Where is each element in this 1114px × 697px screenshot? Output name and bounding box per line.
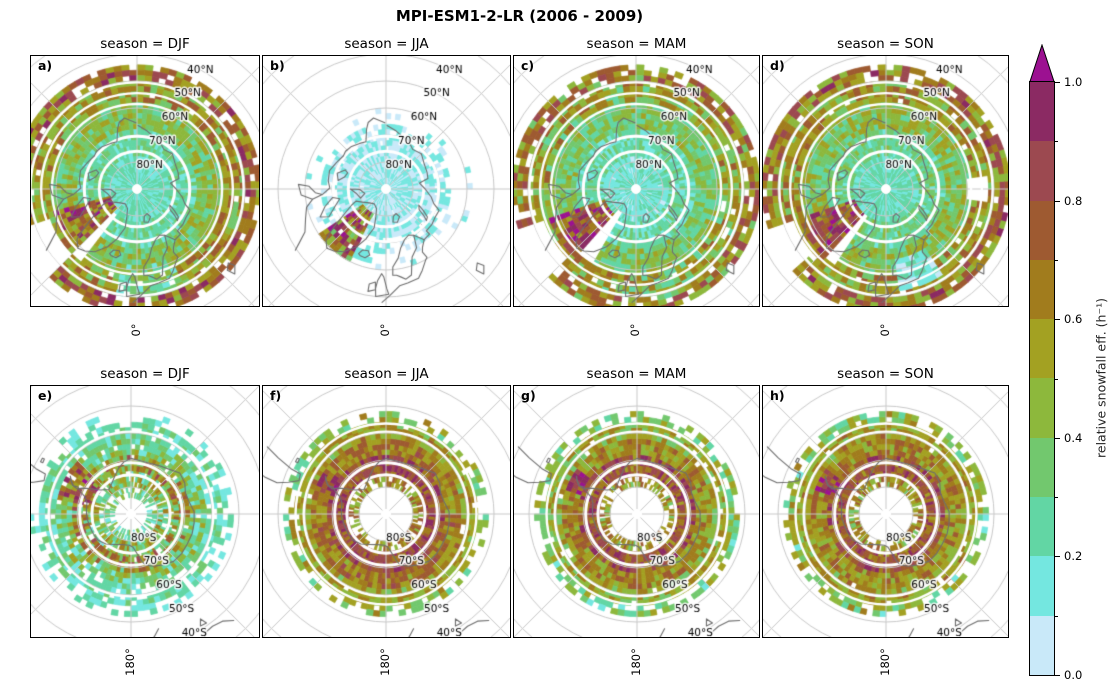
colorbar-tick — [1054, 437, 1060, 439]
panel-season-title: season = JJA — [344, 366, 429, 382]
map-panel: a) — [30, 55, 260, 307]
colorbar-segment — [1030, 259, 1054, 320]
map-panel: e) — [30, 385, 260, 638]
colorbar-over-triangle — [1029, 44, 1055, 82]
figure-title: MPI-ESM1-2-LR (2006 - 2009) — [395, 7, 644, 25]
map-canvas — [263, 56, 510, 306]
colorbar-tick — [1054, 319, 1060, 321]
panel-letter: c) — [521, 58, 535, 73]
colorbar-tick — [1054, 200, 1060, 202]
colorbar-segment — [1030, 378, 1054, 438]
colorbar-segment — [1030, 437, 1054, 498]
colorbar-axis-label: relative snowfall eff. (h⁻¹) — [1093, 298, 1109, 458]
panel-season-title: season = MAM — [586, 36, 687, 52]
longitude-tick-label: 180° — [123, 648, 137, 676]
map-panel: h) — [762, 385, 1009, 638]
map-canvas — [514, 386, 759, 637]
panel-season-title: season = DJF — [100, 36, 190, 52]
panel-letter: f) — [270, 388, 282, 403]
colorbar-minor-tick — [1054, 497, 1058, 499]
longitude-tick-label: 0° — [378, 323, 392, 337]
panel-letter: d) — [770, 58, 785, 73]
panel-letter: a) — [38, 58, 53, 73]
colorbar-segment — [1030, 200, 1054, 260]
colorbar-tick — [1054, 675, 1060, 676]
colorbar-tick — [1054, 82, 1060, 83]
colorbar-segment — [1030, 556, 1054, 616]
colorbar-minor-tick — [1054, 378, 1058, 380]
colorbar-tick-label: 0.8 — [1064, 193, 1083, 208]
panel-letter: e) — [38, 388, 53, 403]
longitude-tick-label: 180° — [629, 648, 643, 676]
colorbar-minor-tick — [1054, 141, 1058, 143]
longitude-tick-label: 0° — [878, 323, 892, 337]
colorbar-tick-label: 0.6 — [1064, 312, 1083, 327]
map-panel: f) — [262, 385, 511, 638]
colorbar — [1029, 81, 1055, 676]
panel-season-title: season = MAM — [586, 366, 687, 382]
colorbar-segment — [1030, 497, 1054, 557]
panel-letter: h) — [770, 388, 785, 403]
panel-letter: g) — [521, 388, 536, 403]
map-canvas — [514, 56, 759, 306]
colorbar-tick-label: 0.0 — [1064, 668, 1083, 682]
colorbar-tick-label: 1.0 — [1064, 75, 1083, 89]
panel-season-title: season = SON — [837, 36, 934, 52]
longitude-tick-label: 0° — [628, 323, 642, 337]
colorbar-tick-label: 0.2 — [1064, 549, 1083, 564]
map-canvas — [763, 386, 1008, 637]
colorbar-segment — [1030, 615, 1054, 675]
map-panel: g) — [513, 385, 760, 638]
colorbar-segment — [1030, 319, 1054, 379]
panel-season-title: season = DJF — [100, 366, 190, 382]
map-panel: b) — [262, 55, 511, 307]
map-panel: c) — [513, 55, 760, 307]
map-canvas — [31, 56, 259, 306]
map-canvas — [31, 386, 259, 637]
colorbar-tick-label: 0.4 — [1064, 430, 1083, 445]
colorbar-tick — [1054, 556, 1060, 558]
longitude-tick-label: 180° — [378, 648, 392, 676]
colorbar-segment — [1030, 141, 1054, 201]
colorbar-segment — [1030, 82, 1054, 142]
map-canvas — [263, 386, 510, 637]
map-canvas — [763, 56, 1008, 306]
longitude-tick-label: 180° — [878, 648, 892, 676]
colorbar-minor-tick — [1054, 615, 1058, 617]
map-panel: d) — [762, 55, 1009, 307]
longitude-tick-label: 0° — [129, 323, 143, 337]
colorbar-minor-tick — [1054, 259, 1058, 261]
panel-season-title: season = JJA — [344, 36, 429, 52]
panel-letter: b) — [270, 58, 285, 73]
panel-season-title: season = SON — [837, 366, 934, 382]
